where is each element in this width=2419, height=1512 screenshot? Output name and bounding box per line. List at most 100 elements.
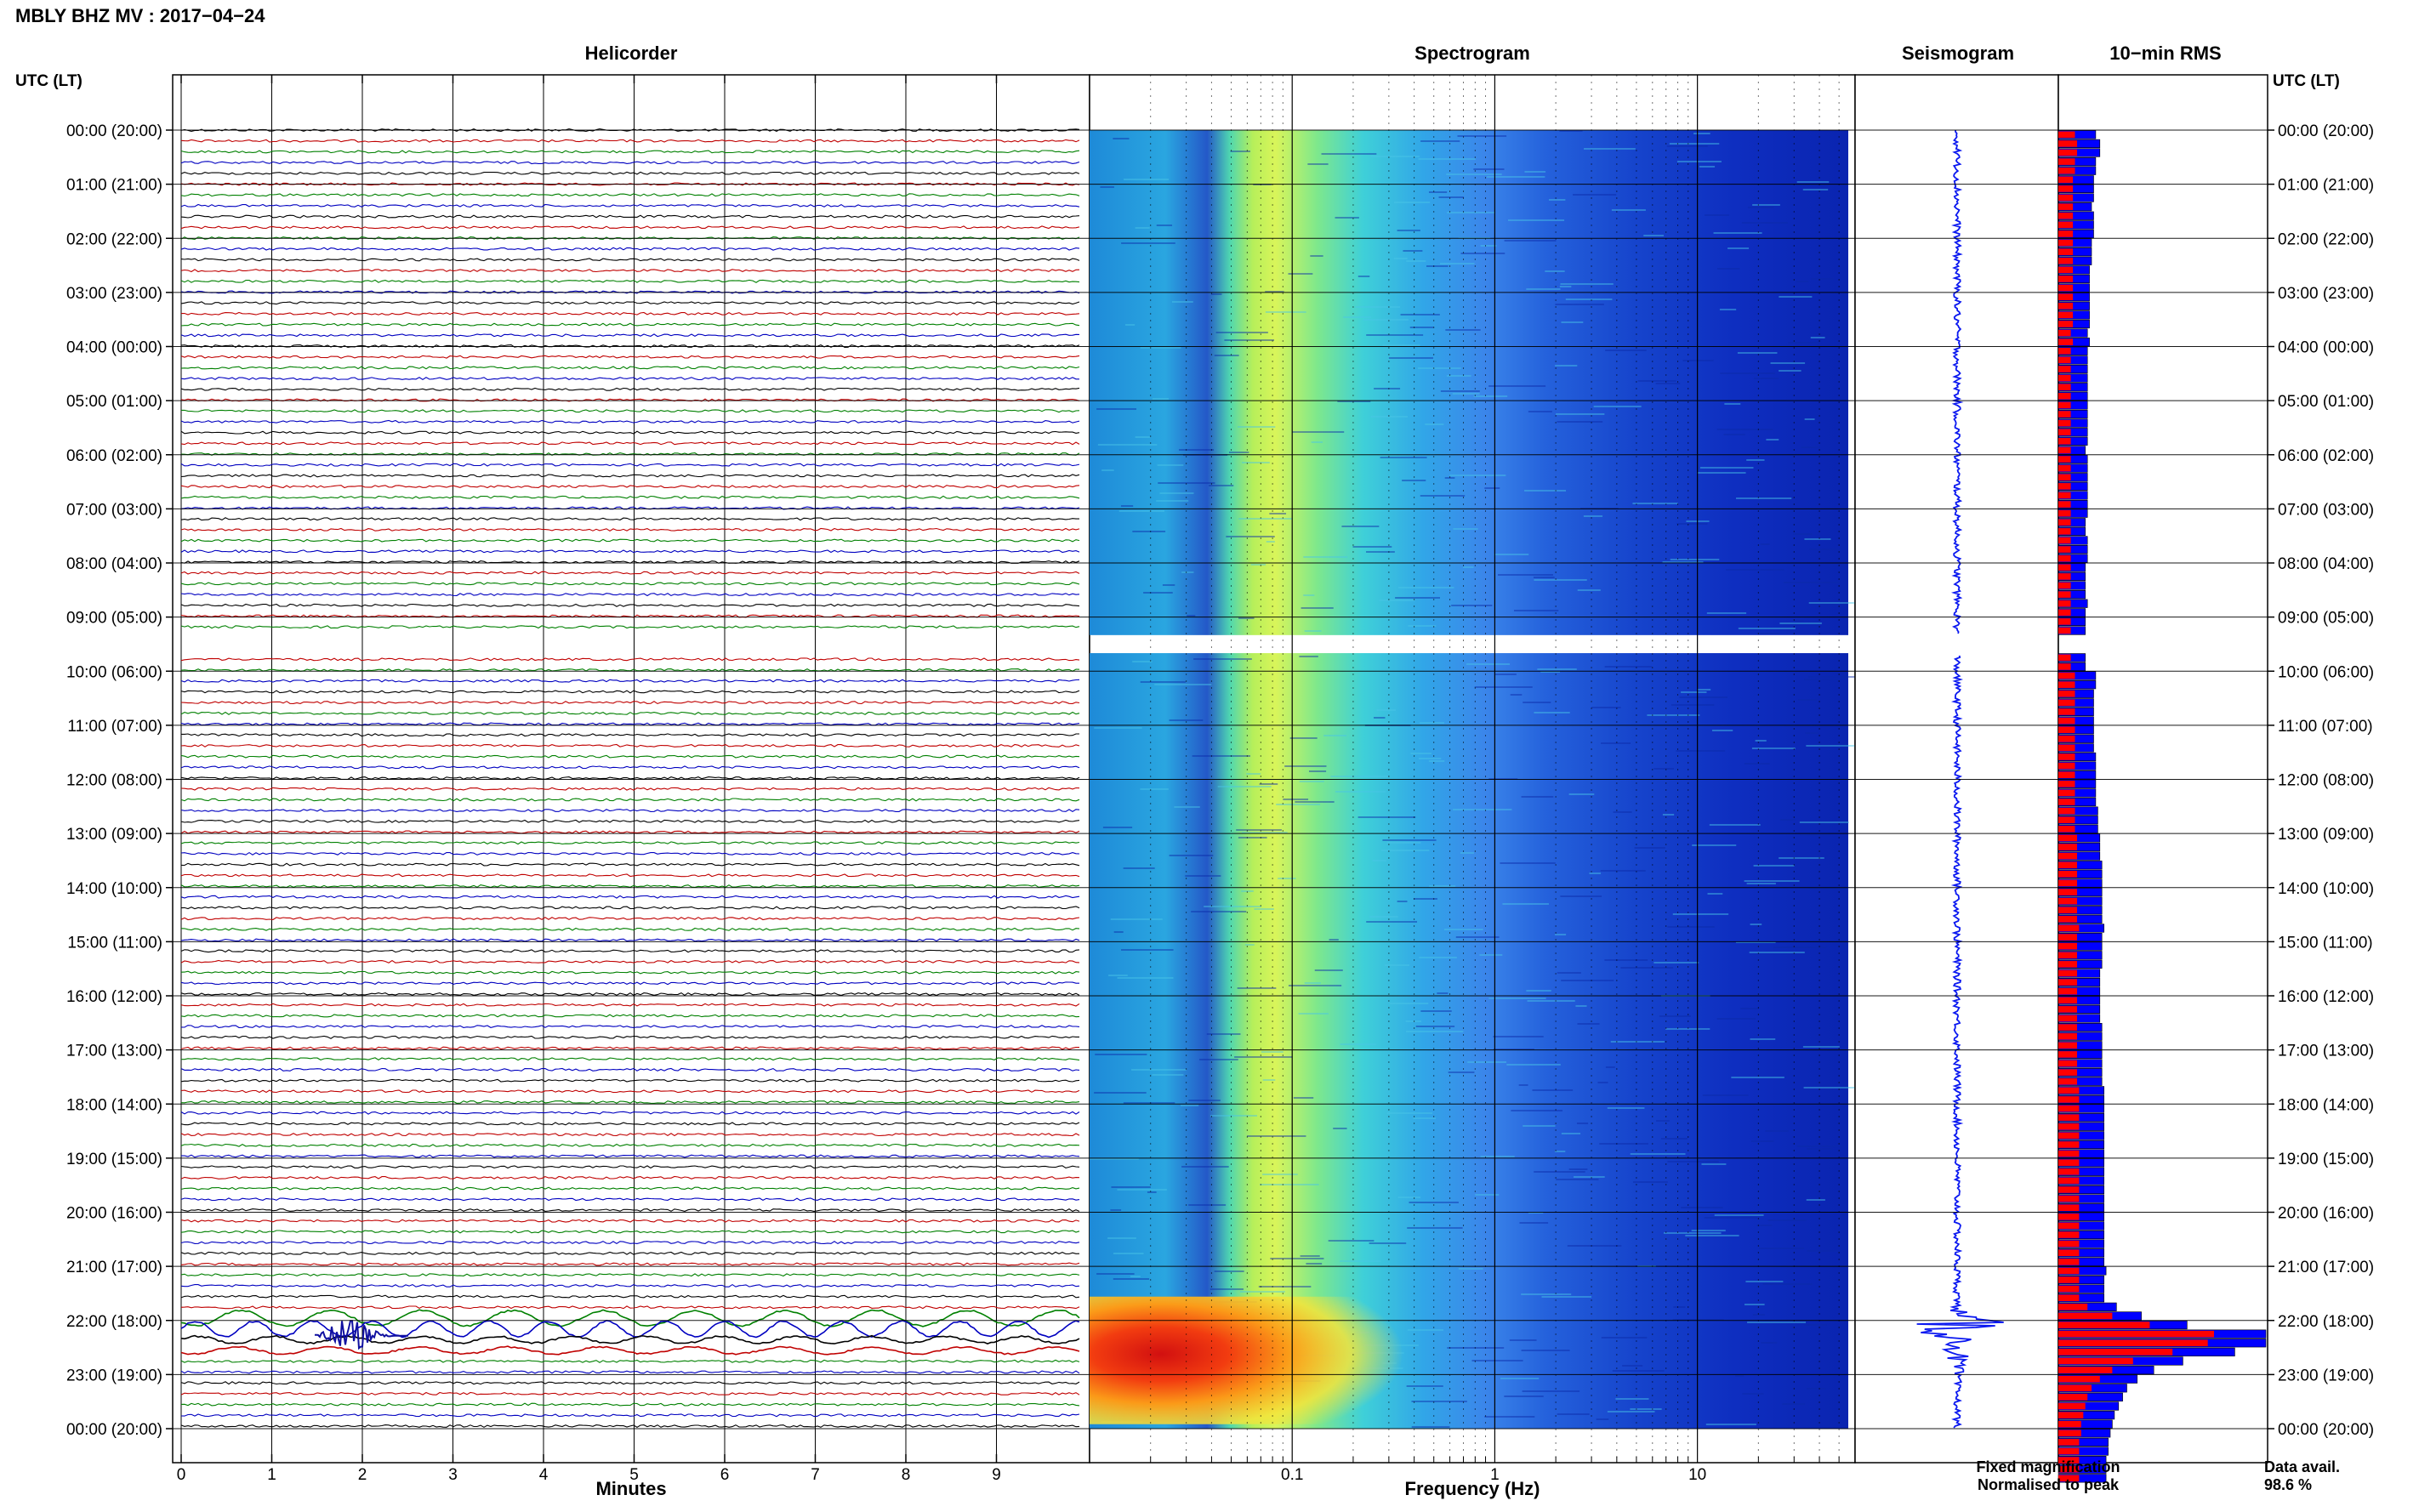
rms-bar-normalised <box>2058 230 2074 237</box>
rms-bar-normalised <box>2058 167 2075 174</box>
seismogram-trace <box>1916 129 2004 1429</box>
helicorder-trace <box>180 603 1080 607</box>
spectrogram-streak <box>1206 1033 1241 1035</box>
rms-bar-normalised <box>2058 1024 2077 1031</box>
hour-label-left: 03:00 (23:00) <box>66 285 162 303</box>
spectrogram-streak <box>1113 1278 1150 1280</box>
spectrogram-streak <box>1494 554 1529 555</box>
rms-bar-normalised <box>2058 1375 2100 1383</box>
spectrogram-streak <box>1796 281 1809 282</box>
spectrogram-streak <box>1420 1010 1452 1012</box>
spectrogram-streak <box>1601 742 1631 744</box>
rms-bar-normalised <box>2058 618 2071 625</box>
spectrogram-streak <box>1449 475 1506 476</box>
spectrogram-streak <box>1662 814 1675 816</box>
spectrogram-streak <box>1681 1207 1723 1208</box>
spectrogram-streak <box>1567 1245 1622 1247</box>
spectrogram-streak <box>1152 1074 1184 1076</box>
spectrogram-streak <box>1745 1281 1784 1282</box>
rms-bar-normalised <box>2058 131 2075 139</box>
spectrogram-streak <box>1181 1166 1229 1168</box>
legend-normalised-to-peak: Normalised to peak <box>1978 1476 2120 1493</box>
spectrogram-streak <box>1723 434 1745 435</box>
hour-label-right: 01:00 (21:00) <box>2278 177 2374 195</box>
spectrogram-streak <box>1460 852 1474 854</box>
helicorder-trace <box>180 1413 1080 1418</box>
helicorder-trace <box>181 1154 1080 1158</box>
spectrogram-streak <box>1230 151 1250 152</box>
rms-bar-normalised <box>2058 284 2074 292</box>
spectrogram-streak <box>1455 936 1500 938</box>
rms-bar-normalised <box>2058 699 2075 707</box>
spectrogram-streak <box>1669 143 1720 145</box>
spectrogram-streak <box>1493 1036 1544 1037</box>
spectrogram-streak <box>1647 714 1700 716</box>
spectrogram-streak <box>1328 1240 1375 1242</box>
spectrogram-streak <box>1807 1250 1840 1252</box>
spectrogram-streak <box>1498 574 1553 576</box>
figure-title: MBLY BHZ MV : 2017−04−24 <box>15 5 265 26</box>
spectrogram-streak <box>1488 998 1546 999</box>
spectrogram-event <box>1090 1296 1413 1424</box>
rms-bar-normalised <box>2058 942 2077 950</box>
rms-bar-normalised <box>2058 807 2075 815</box>
spectrogram-streak <box>1720 372 1775 374</box>
spectrogram-streak <box>1493 1049 1534 1050</box>
spectrogram-streak <box>1557 972 1581 974</box>
spectrogram-streak <box>1528 411 1552 412</box>
rms-bar-normalised <box>2058 257 2074 264</box>
rms-bar-normalised <box>2058 1457 2080 1464</box>
rms-bar-normalised <box>2058 1096 2080 1103</box>
rms-bar-normalised <box>2058 826 2075 833</box>
rms-bar-normalised <box>2058 816 2075 824</box>
rms-bar-normalised <box>2058 781 2075 787</box>
rms-bar-normalised <box>2058 401 2071 409</box>
spectrogram-streak <box>1584 148 1636 150</box>
rms-bar-normalised <box>2058 446 2071 454</box>
helicorder-trace <box>180 1370 1080 1374</box>
rms-bar-normalised <box>2058 1015 2077 1022</box>
spectrogram-streak <box>1601 1337 1648 1339</box>
rms-bar-normalised <box>2058 969 2077 977</box>
spectrogram-streak <box>1171 301 1193 303</box>
spectrogram-streak <box>1555 934 1567 935</box>
rms-bar-normalised <box>2058 212 2074 219</box>
helicorder-tick-label: 0 <box>177 1466 186 1484</box>
helicorder-trace <box>180 1391 1080 1395</box>
spectrogram-streak <box>1439 263 1475 264</box>
rms-bar-normalised <box>2058 366 2071 372</box>
helicorder-trace <box>180 301 1080 305</box>
rms-bar-normalised <box>2058 897 2077 905</box>
spectrogram-streak <box>1466 663 1511 665</box>
rms-bar-normalised <box>2058 519 2071 526</box>
helicorder-trace <box>180 679 1080 683</box>
spectrogram-streak <box>1398 587 1454 588</box>
hour-label-left: 00:00 (20:00) <box>66 1421 162 1439</box>
spectrogram-streak <box>1254 908 1274 910</box>
spectrogram-streak <box>1506 1064 1561 1066</box>
spectrogram-streak <box>1335 217 1359 219</box>
spectrogram-streak <box>1415 1026 1455 1027</box>
spectrogram-streak <box>1682 360 1714 361</box>
spectrogram-streak <box>1480 245 1497 247</box>
spectrogram-streak <box>1425 423 1444 425</box>
helicorder-trace <box>180 1381 1080 1385</box>
helicorder-trace <box>180 538 1080 543</box>
hour-label-right: 19:00 (15:00) <box>2278 1151 2374 1168</box>
hour-label-left: 21:00 (17:00) <box>66 1259 162 1276</box>
spectrogram-streak <box>1387 1112 1433 1114</box>
helicorder-trace <box>180 474 1080 478</box>
spectrogram-streak <box>1117 1189 1167 1191</box>
rms-bar-normalised <box>2058 1276 2080 1283</box>
spectrogram-streak <box>1737 352 1778 354</box>
rms-panel <box>2058 74 2268 1483</box>
spectrogram-streak <box>1670 559 1720 560</box>
spectrogram-streak <box>1417 367 1461 369</box>
helicorder-tick-label: 5 <box>629 1466 639 1484</box>
spectrogram-streak <box>1800 834 1831 836</box>
spectrogram-streak <box>1428 760 1445 762</box>
spectrogram-streak <box>1169 855 1214 856</box>
helicorder-trace <box>180 549 1080 554</box>
helicorder-trace <box>180 895 1080 899</box>
helicorder-trace <box>180 269 1080 273</box>
